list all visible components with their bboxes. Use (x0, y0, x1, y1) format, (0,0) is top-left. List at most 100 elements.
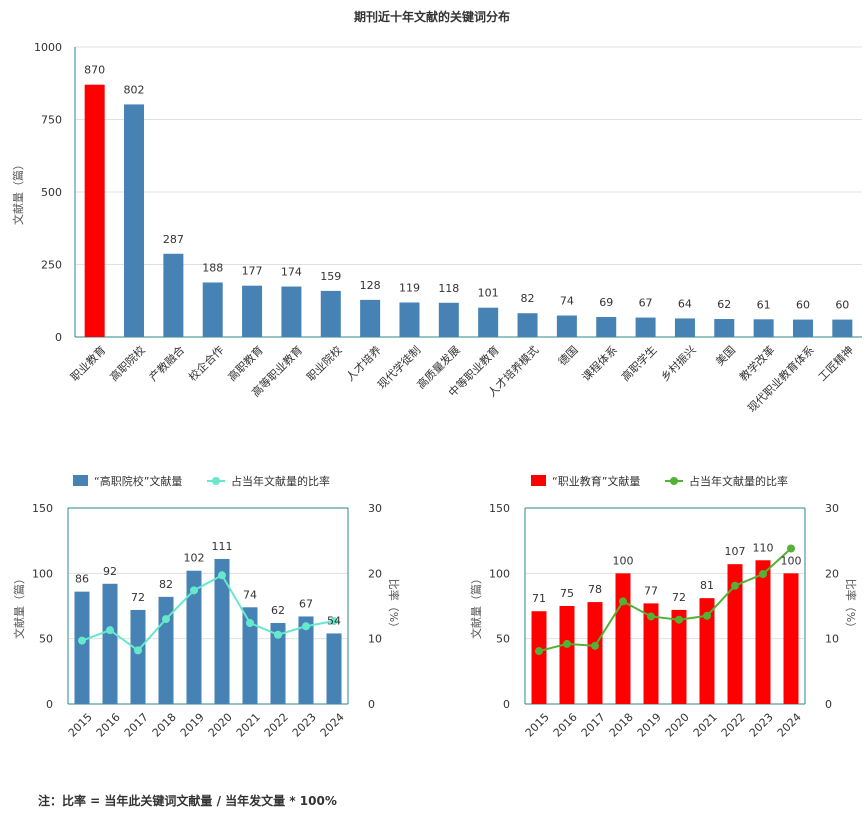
bar (792, 319, 813, 337)
y2-tick-label: 30 (368, 502, 382, 515)
y-tick-label: 500 (41, 186, 62, 199)
bar (74, 591, 90, 704)
ratio-point (731, 581, 739, 590)
y2-tick-label: 0 (825, 698, 832, 711)
x-tick-label: 2019 (178, 711, 207, 740)
data-label: 82 (159, 578, 173, 591)
x-tick-label: 2018 (607, 711, 636, 740)
bar (163, 253, 184, 337)
ratio-point (703, 611, 711, 620)
y-tick-label: 100 (489, 567, 510, 580)
bar (714, 319, 735, 337)
ratio-point (134, 646, 142, 655)
y2-axis-label: 比率（%） (844, 579, 858, 633)
bar (281, 286, 302, 337)
legend-bar-swatch (531, 475, 546, 486)
bar (242, 285, 263, 337)
data-label: 74 (243, 588, 257, 601)
bar (755, 560, 771, 704)
x-tick-label: 2016 (94, 711, 123, 740)
x-tick-label: 教学改革 (736, 343, 777, 384)
data-label: 92 (103, 565, 117, 578)
y2-tick-label: 0 (368, 698, 375, 711)
data-label: 188 (202, 261, 223, 274)
x-tick-label: 2021 (691, 711, 720, 740)
y2-tick-label: 20 (825, 567, 839, 580)
data-label: 78 (588, 583, 602, 596)
data-label: 67 (299, 597, 313, 610)
data-label: 54 (327, 614, 341, 627)
bar (674, 318, 695, 337)
bar (699, 598, 715, 704)
legend-line-marker (670, 477, 678, 485)
data-label: 67 (639, 297, 653, 310)
x-tick-label: 德国 (555, 343, 580, 368)
bar (124, 104, 145, 337)
ratio-line (538, 547, 792, 653)
y2-tick-label: 20 (368, 567, 382, 580)
x-tick-label: 2022 (262, 711, 291, 740)
ratio-point (563, 639, 571, 648)
bar (753, 319, 774, 337)
bar (783, 573, 799, 704)
legend-label: “高职院校”文献量 (94, 474, 182, 488)
bar (478, 307, 499, 337)
legend-label: 占当年文献量的比率 (689, 474, 788, 488)
x-tick-label: 职业教育 (67, 343, 108, 384)
x-tick-label: 高职学生 (618, 343, 659, 384)
data-label: 71 (532, 592, 546, 605)
data-label: 72 (672, 591, 686, 604)
data-label: 128 (360, 279, 381, 292)
ratio-line (81, 573, 335, 652)
x-tick-label: 2015 (66, 711, 95, 740)
chart-title: 期刊近十年文献的关键词分布 (353, 10, 510, 24)
legend-label: 占当年文献量的比率 (231, 474, 330, 488)
bar (635, 317, 656, 337)
data-label: 287 (163, 233, 184, 246)
data-label: 75 (560, 587, 574, 600)
x-tick-label: 2020 (663, 711, 692, 740)
bar (556, 315, 577, 337)
y-tick-label: 750 (41, 114, 62, 127)
data-label: 60 (835, 299, 849, 312)
data-label: 61 (757, 298, 771, 311)
y-tick-label: 150 (489, 502, 510, 515)
x-tick-label: 乡村振兴 (658, 343, 699, 384)
x-tick-label: 2016 (551, 711, 580, 740)
bar (326, 633, 342, 704)
y-tick-label: 0 (503, 698, 510, 711)
x-tick-label: 高职教育 (225, 343, 266, 384)
data-label: 100 (781, 554, 802, 567)
bar (84, 84, 105, 337)
data-label: 174 (281, 266, 302, 279)
data-label: 102 (184, 552, 205, 565)
y-tick-label: 1000 (34, 41, 62, 54)
x-tick-label: 2015 (523, 711, 552, 740)
ratio-point (190, 586, 198, 595)
y-axis-label: 文献量（篇） (469, 573, 483, 639)
ratio-point (162, 615, 170, 624)
ratio-point (759, 569, 767, 578)
legend-label: “职业教育”文献量 (552, 474, 640, 488)
y2-tick-label: 30 (825, 502, 839, 515)
bar (130, 609, 146, 704)
data-label: 100 (613, 554, 634, 567)
bar (102, 583, 118, 704)
x-tick-label: 职业院校 (304, 343, 345, 384)
bar (587, 602, 603, 704)
y-tick-label: 100 (32, 567, 53, 580)
x-tick-label: 高职院校 (107, 343, 148, 384)
data-label: 86 (75, 573, 89, 586)
x-tick-label: 人才培养 (343, 343, 384, 384)
data-label: 159 (320, 270, 341, 283)
y-tick-label: 50 (496, 633, 510, 646)
data-label: 110 (753, 541, 774, 554)
y2-tick-label: 10 (825, 633, 839, 646)
ratio-point (675, 615, 683, 624)
x-tick-label: 美国 (713, 344, 738, 369)
data-label: 111 (212, 540, 233, 553)
data-label: 119 (399, 281, 420, 294)
ratio-point (619, 597, 627, 606)
ratio-point (787, 544, 795, 553)
